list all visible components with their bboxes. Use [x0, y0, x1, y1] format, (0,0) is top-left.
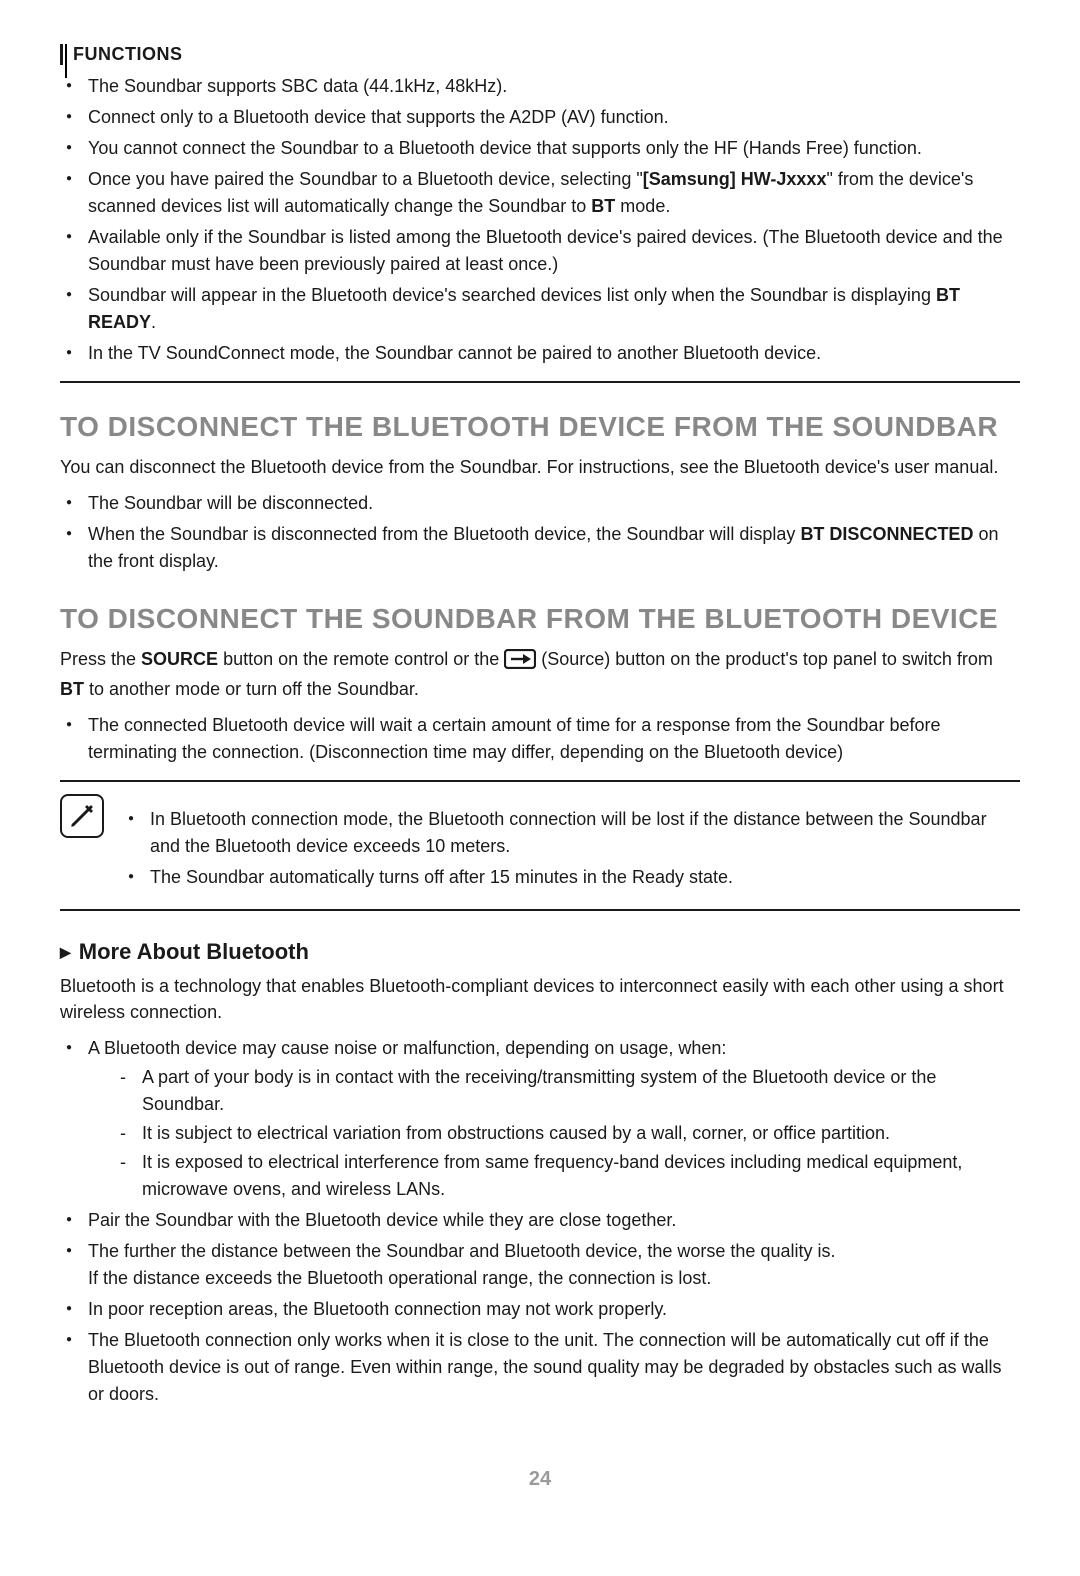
list-item: When the Soundbar is disconnected from t… — [60, 521, 1020, 575]
source-icon — [504, 649, 536, 676]
more-body: Bluetooth is a technology that enables B… — [60, 973, 1020, 1025]
note-bullets: In Bluetooth connection mode, the Blueto… — [122, 802, 1020, 895]
list-item: A Bluetooth device may cause noise or ma… — [60, 1035, 1020, 1203]
manual-page: FUNCTIONS The Soundbar supports SBC data… — [0, 44, 1080, 1576]
list-item: The connected Bluetooth device will wait… — [60, 712, 1020, 766]
section2-bullets: The connected Bluetooth device will wait… — [60, 712, 1020, 766]
note-icon — [60, 794, 104, 838]
list-item: In Bluetooth connection mode, the Blueto… — [122, 806, 1020, 860]
intro-bullet-list: The Soundbar supports SBC data (44.1kHz,… — [60, 73, 1020, 367]
list-item: Soundbar will appear in the Bluetooth de… — [60, 282, 1020, 336]
divider — [60, 780, 1020, 782]
list-item: Once you have paired the Soundbar to a B… — [60, 166, 1020, 220]
list-item: You cannot connect the Soundbar to a Blu… — [60, 135, 1020, 162]
list-item: Available only if the Soundbar is listed… — [60, 224, 1020, 278]
divider — [60, 381, 1020, 383]
section2-body: Press the SOURCE button on the remote co… — [60, 646, 1020, 702]
heading-more-about-bluetooth: More About Bluetooth — [60, 939, 1020, 965]
sub-dash-list: A part of your body is in contact with t… — [114, 1064, 1020, 1203]
list-item: The Bluetooth connection only works when… — [60, 1327, 1020, 1408]
page-number: 24 — [60, 1468, 1020, 1491]
list-item: It is exposed to electrical interference… — [114, 1149, 1020, 1203]
list-item: The further the distance between the Sou… — [60, 1238, 1020, 1292]
list-item: The Soundbar supports SBC data (44.1kHz,… — [60, 73, 1020, 100]
section1-body: You can disconnect the Bluetooth device … — [60, 454, 1020, 480]
list-item: The Soundbar automatically turns off aft… — [122, 864, 1020, 891]
list-item: A part of your body is in contact with t… — [114, 1064, 1020, 1118]
heading-disconnect-soundbar-from-device: TO DISCONNECT THE SOUNDBAR FROM THE BLUE… — [60, 601, 1020, 636]
more-bullets: A Bluetooth device may cause noise or ma… — [60, 1035, 1020, 1408]
list-item: In the TV SoundConnect mode, the Soundba… — [60, 340, 1020, 367]
divider — [60, 909, 1020, 911]
list-item: The Soundbar will be disconnected. — [60, 490, 1020, 517]
list-item: Connect only to a Bluetooth device that … — [60, 104, 1020, 131]
note-block: In Bluetooth connection mode, the Blueto… — [60, 794, 1020, 895]
list-item: Pair the Soundbar with the Bluetooth dev… — [60, 1207, 1020, 1234]
list-item: In poor reception areas, the Bluetooth c… — [60, 1296, 1020, 1323]
section-header: FUNCTIONS — [60, 44, 1020, 65]
list-item: It is subject to electrical variation fr… — [114, 1120, 1020, 1147]
section1-bullets: The Soundbar will be disconnected. When t… — [60, 490, 1020, 575]
heading-disconnect-device-from-soundbar: TO DISCONNECT THE BLUETOOTH DEVICE FROM … — [60, 409, 1020, 444]
